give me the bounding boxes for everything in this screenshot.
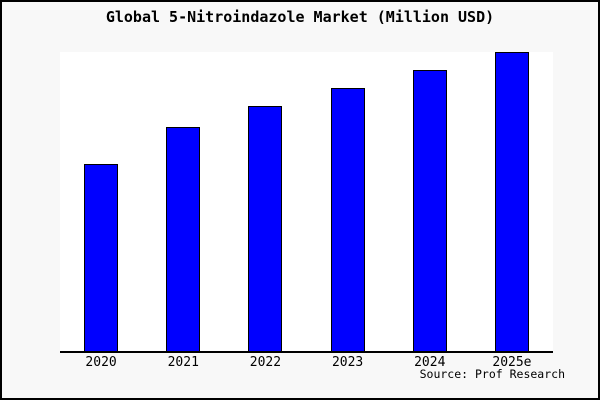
x-axis-tick-labels: 2020 2021 2022 2023 2024 2025e	[60, 356, 553, 369]
bar-slot-2023	[307, 52, 389, 351]
x-tick-label-2023: 2023	[331, 355, 364, 370]
bar-series	[60, 52, 553, 351]
bar-2023	[330, 87, 365, 351]
bar-slot-2024	[389, 52, 471, 351]
bar-2022	[248, 106, 283, 351]
x-tick-label-2022: 2022	[249, 355, 282, 370]
x-tick-label-2021: 2021	[167, 355, 199, 370]
bar-slot-2020	[60, 52, 142, 351]
x-tick-label-2024: 2024	[414, 355, 446, 370]
bar-2021	[166, 127, 201, 351]
bar-slot-2021	[142, 52, 224, 351]
bar-slot-2025e	[471, 52, 553, 351]
x-tick-label-2020: 2020	[85, 355, 117, 370]
chart-title: Global 5-Nitroindazole Market (Million U…	[105, 8, 495, 26]
bar-2020	[84, 164, 119, 351]
bar-slot-2022	[224, 52, 306, 351]
source-note: Source: Prof Research	[419, 367, 565, 381]
bar-2024	[412, 69, 447, 351]
plot-area	[60, 52, 553, 353]
bar-2025e	[494, 52, 529, 351]
x-tick-label-2025e: 2025e	[492, 355, 532, 370]
